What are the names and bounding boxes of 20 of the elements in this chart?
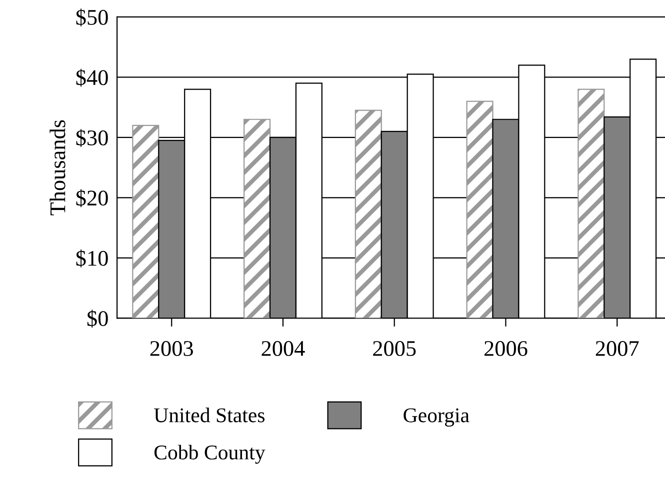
bar <box>244 118 271 318</box>
y-axis-title: Thousands <box>50 120 66 216</box>
x-tick-label: 2004 <box>262 341 305 356</box>
y-tick-label: $40 <box>76 68 108 87</box>
x-tick-label: 2005 <box>373 341 416 356</box>
x-tick-label: 2006 <box>484 341 528 356</box>
legend-label: Cobb County <box>154 444 266 464</box>
y-tick-label: $30 <box>76 129 108 147</box>
bar <box>354 110 382 318</box>
y-tick-label: $0 <box>87 310 108 328</box>
bar <box>132 124 160 318</box>
x-tick-label: 2007 <box>596 341 639 356</box>
legend-label: United States <box>154 408 265 422</box>
y-tick-label: $20 <box>76 189 108 208</box>
y-tick-label: $50 <box>76 8 108 26</box>
legend-label: Georgia <box>404 408 470 427</box>
x-tick-label: 2003 <box>150 341 193 356</box>
bar <box>578 88 605 318</box>
bar <box>466 100 494 318</box>
y-tick-label: $10 <box>76 250 108 268</box>
